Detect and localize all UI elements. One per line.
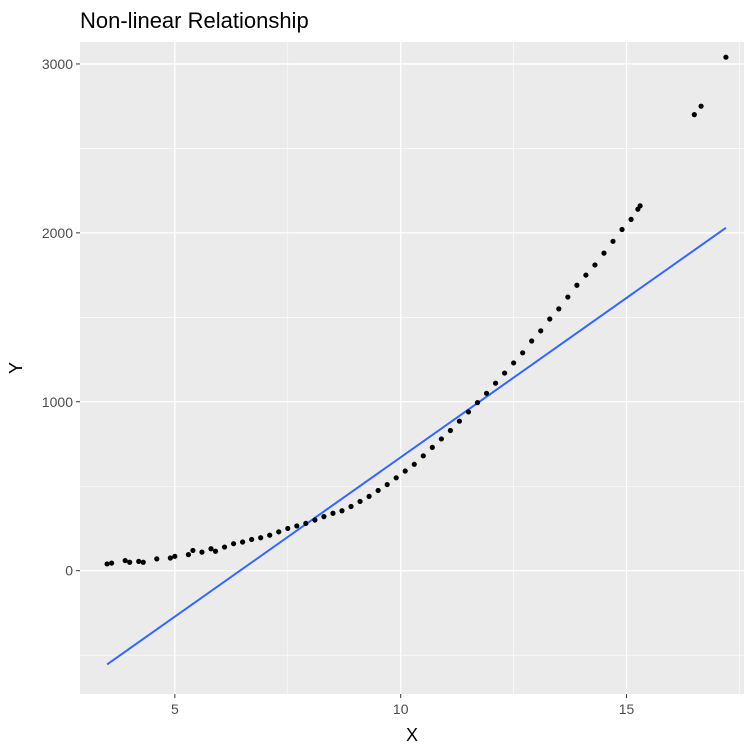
data-point — [109, 560, 115, 566]
plot-panel — [80, 42, 744, 694]
data-point — [154, 556, 160, 562]
data-point — [190, 547, 196, 554]
linear-fit-line — [106, 226, 727, 666]
linear-fit-segment — [106, 226, 727, 666]
data-point — [574, 282, 580, 288]
data-point — [321, 514, 327, 520]
x-tick-label: 5 — [171, 701, 179, 717]
x-tick-label: 15 — [619, 701, 635, 717]
data-point — [723, 54, 729, 60]
data-point — [610, 238, 616, 244]
data-point — [456, 418, 463, 424]
data-point — [375, 487, 381, 494]
data-point — [199, 549, 205, 555]
y-tick-label: 2000 — [42, 225, 73, 241]
y-tick-label: 3000 — [42, 56, 73, 72]
data-point — [339, 508, 345, 514]
data-point — [312, 517, 318, 523]
data-point — [429, 444, 435, 450]
data-point — [384, 481, 390, 488]
data-point — [140, 559, 146, 565]
data-point — [267, 532, 273, 538]
data-point — [172, 553, 178, 559]
data-point — [366, 493, 372, 499]
data-point — [601, 250, 607, 256]
minor-gridlines — [80, 42, 744, 694]
data-point — [230, 541, 237, 547]
data-point — [501, 370, 508, 376]
data-point — [465, 409, 472, 415]
data-point — [583, 272, 589, 278]
x-axis-ticks: 5 10 15 — [171, 694, 635, 717]
data-point — [330, 510, 336, 516]
chart-title: Non-linear Relationship — [80, 8, 309, 33]
scatter-points — [104, 54, 729, 567]
data-point — [474, 400, 481, 406]
data-point — [511, 360, 517, 366]
data-point — [698, 103, 704, 109]
data-point — [212, 548, 219, 554]
data-point — [637, 203, 643, 209]
data-point — [167, 555, 173, 561]
data-point — [447, 427, 453, 434]
data-point — [438, 436, 444, 442]
data-point — [285, 525, 291, 532]
data-point — [240, 539, 246, 545]
data-point — [122, 557, 128, 564]
data-point — [520, 350, 526, 356]
x-tick-label: 10 — [393, 701, 409, 717]
data-point — [294, 523, 300, 529]
data-point — [348, 503, 354, 510]
data-point — [420, 453, 426, 459]
data-point — [691, 112, 697, 118]
data-point — [483, 390, 490, 396]
data-point — [538, 328, 544, 334]
data-point — [492, 380, 499, 386]
data-point — [208, 546, 214, 552]
data-point — [276, 529, 282, 535]
data-point — [357, 498, 363, 505]
data-point — [258, 535, 264, 541]
data-point — [529, 338, 535, 344]
data-point — [136, 558, 142, 565]
data-point — [303, 520, 309, 526]
data-point — [619, 226, 625, 233]
data-point — [556, 306, 562, 312]
data-point — [393, 475, 399, 481]
y-axis-title: Y — [6, 362, 26, 374]
x-axis-title: X — [406, 725, 418, 745]
data-point — [628, 216, 634, 222]
y-tick-label: 0 — [65, 563, 73, 579]
data-point — [592, 262, 598, 268]
data-point — [411, 461, 417, 467]
data-point — [104, 561, 110, 567]
data-point — [547, 316, 553, 322]
data-point — [127, 559, 133, 565]
major-gridlines — [80, 42, 744, 694]
data-point — [402, 468, 408, 474]
y-axis-ticks: 0 1000 2000 3000 — [42, 56, 80, 579]
data-point — [185, 552, 192, 558]
data-point — [221, 544, 228, 550]
data-point — [565, 294, 571, 300]
y-tick-label: 1000 — [42, 394, 73, 410]
data-point — [249, 536, 255, 543]
